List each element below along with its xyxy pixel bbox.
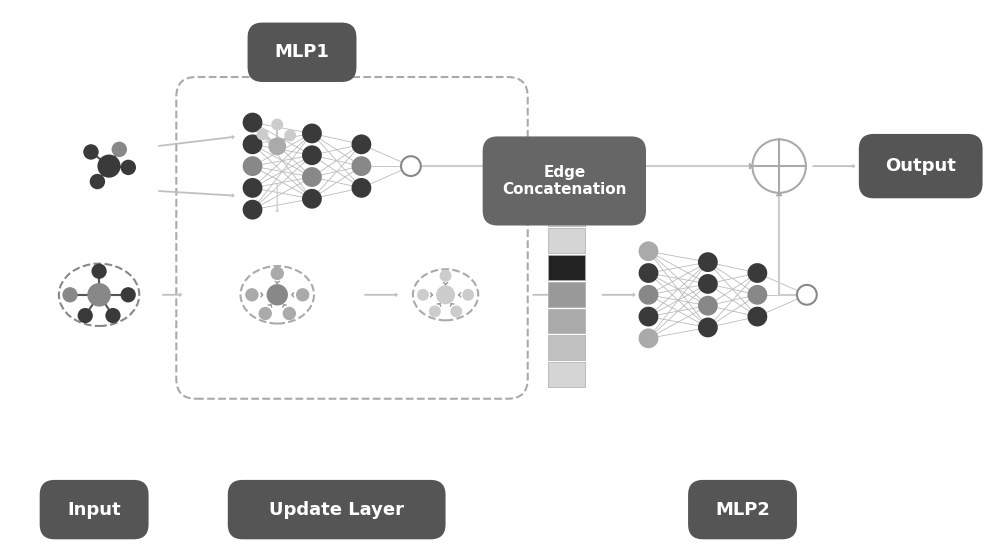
Text: Edge
Concatenation: Edge Concatenation xyxy=(502,165,627,197)
Bar xyxy=(548,309,585,333)
Circle shape xyxy=(747,307,767,327)
Circle shape xyxy=(284,129,296,141)
Circle shape xyxy=(62,287,78,303)
Circle shape xyxy=(121,287,136,303)
Text: Output: Output xyxy=(885,157,956,175)
Circle shape xyxy=(302,167,322,187)
Bar xyxy=(548,362,585,387)
Circle shape xyxy=(462,289,474,301)
Circle shape xyxy=(243,200,262,219)
Circle shape xyxy=(352,134,371,154)
Circle shape xyxy=(436,285,455,304)
Circle shape xyxy=(450,305,462,317)
Circle shape xyxy=(90,174,105,189)
Circle shape xyxy=(267,284,288,305)
Circle shape xyxy=(243,156,262,176)
Bar xyxy=(548,255,585,280)
Circle shape xyxy=(352,156,371,176)
Circle shape xyxy=(245,288,259,301)
Circle shape xyxy=(302,145,322,165)
Circle shape xyxy=(440,270,451,282)
Circle shape xyxy=(91,263,107,279)
FancyBboxPatch shape xyxy=(688,480,797,540)
Circle shape xyxy=(752,139,806,193)
Circle shape xyxy=(78,308,93,323)
Text: MLP1: MLP1 xyxy=(275,43,329,61)
Circle shape xyxy=(698,296,718,316)
Text: MLP2: MLP2 xyxy=(715,500,770,519)
Circle shape xyxy=(243,113,262,133)
FancyBboxPatch shape xyxy=(40,480,149,540)
FancyBboxPatch shape xyxy=(483,136,646,226)
Circle shape xyxy=(243,134,262,154)
Circle shape xyxy=(639,263,658,283)
Circle shape xyxy=(105,308,121,323)
Circle shape xyxy=(121,160,136,175)
Circle shape xyxy=(639,328,658,348)
Circle shape xyxy=(698,274,718,294)
Circle shape xyxy=(698,317,718,337)
Circle shape xyxy=(352,178,371,198)
Circle shape xyxy=(747,263,767,283)
Circle shape xyxy=(83,144,99,159)
Circle shape xyxy=(283,307,296,320)
Circle shape xyxy=(271,267,284,280)
Circle shape xyxy=(302,189,322,208)
Text: Update Layer: Update Layer xyxy=(269,500,404,519)
Bar xyxy=(548,282,585,307)
Bar xyxy=(548,202,585,227)
Bar xyxy=(548,228,585,253)
Circle shape xyxy=(698,252,718,272)
Circle shape xyxy=(243,178,262,198)
Circle shape xyxy=(256,129,268,140)
FancyBboxPatch shape xyxy=(859,134,983,199)
Bar xyxy=(548,336,585,360)
Circle shape xyxy=(259,307,272,320)
Circle shape xyxy=(87,283,111,306)
Circle shape xyxy=(296,288,309,301)
Circle shape xyxy=(639,307,658,327)
Circle shape xyxy=(302,124,322,144)
Circle shape xyxy=(268,138,286,155)
FancyBboxPatch shape xyxy=(228,480,446,540)
Circle shape xyxy=(112,142,127,157)
FancyBboxPatch shape xyxy=(248,23,356,82)
Circle shape xyxy=(97,155,121,178)
Circle shape xyxy=(429,305,441,317)
Text: Input: Input xyxy=(67,500,121,519)
Circle shape xyxy=(747,285,767,305)
Circle shape xyxy=(639,241,658,261)
Circle shape xyxy=(639,285,658,305)
Circle shape xyxy=(271,119,283,130)
Circle shape xyxy=(797,285,817,305)
Circle shape xyxy=(417,289,429,301)
Circle shape xyxy=(401,156,421,176)
